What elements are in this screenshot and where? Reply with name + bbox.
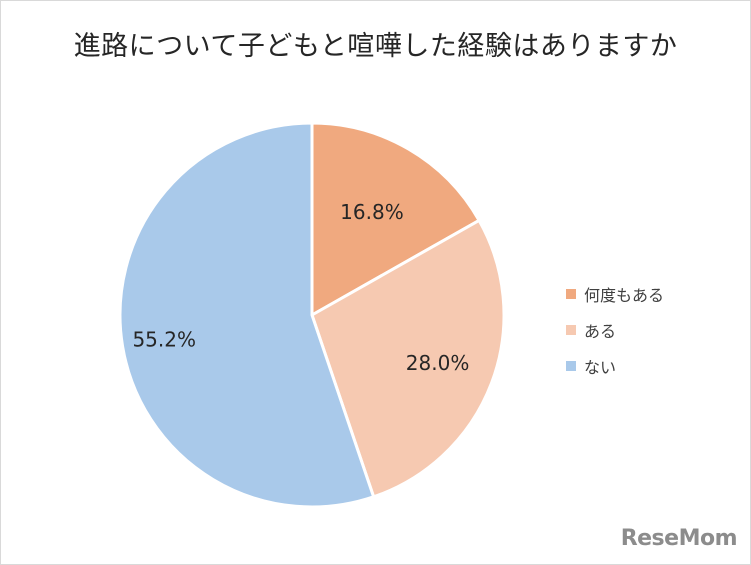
pie-slice-1 — [310, 218, 506, 499]
slice-label-1: 28.0% — [406, 351, 470, 375]
chart-title: 進路について子どもと喧嘩した経験はありますか — [73, 31, 678, 62]
legend-item-1: ある — [566, 312, 664, 348]
resemom-logo: ReseMom — [620, 526, 738, 551]
legend: 何度もある ある ない — [566, 276, 664, 384]
slice-label-0: 16.8% — [340, 200, 404, 224]
legend-label-1: ある — [584, 322, 617, 341]
legend-swatch-2 — [566, 361, 576, 371]
legend-swatch-0 — [566, 289, 576, 299]
legend-swatch-1 — [566, 325, 576, 335]
pie-slice-0 — [310, 121, 482, 318]
slice-label-2: 55.2% — [132, 327, 196, 351]
legend-item-0: 何度もある — [566, 276, 664, 312]
legend-label-2: ない — [584, 358, 617, 377]
pie-slice-2 — [118, 121, 376, 509]
legend-item-2: ない — [566, 348, 664, 384]
legend-label-0: 何度もある — [584, 286, 665, 305]
